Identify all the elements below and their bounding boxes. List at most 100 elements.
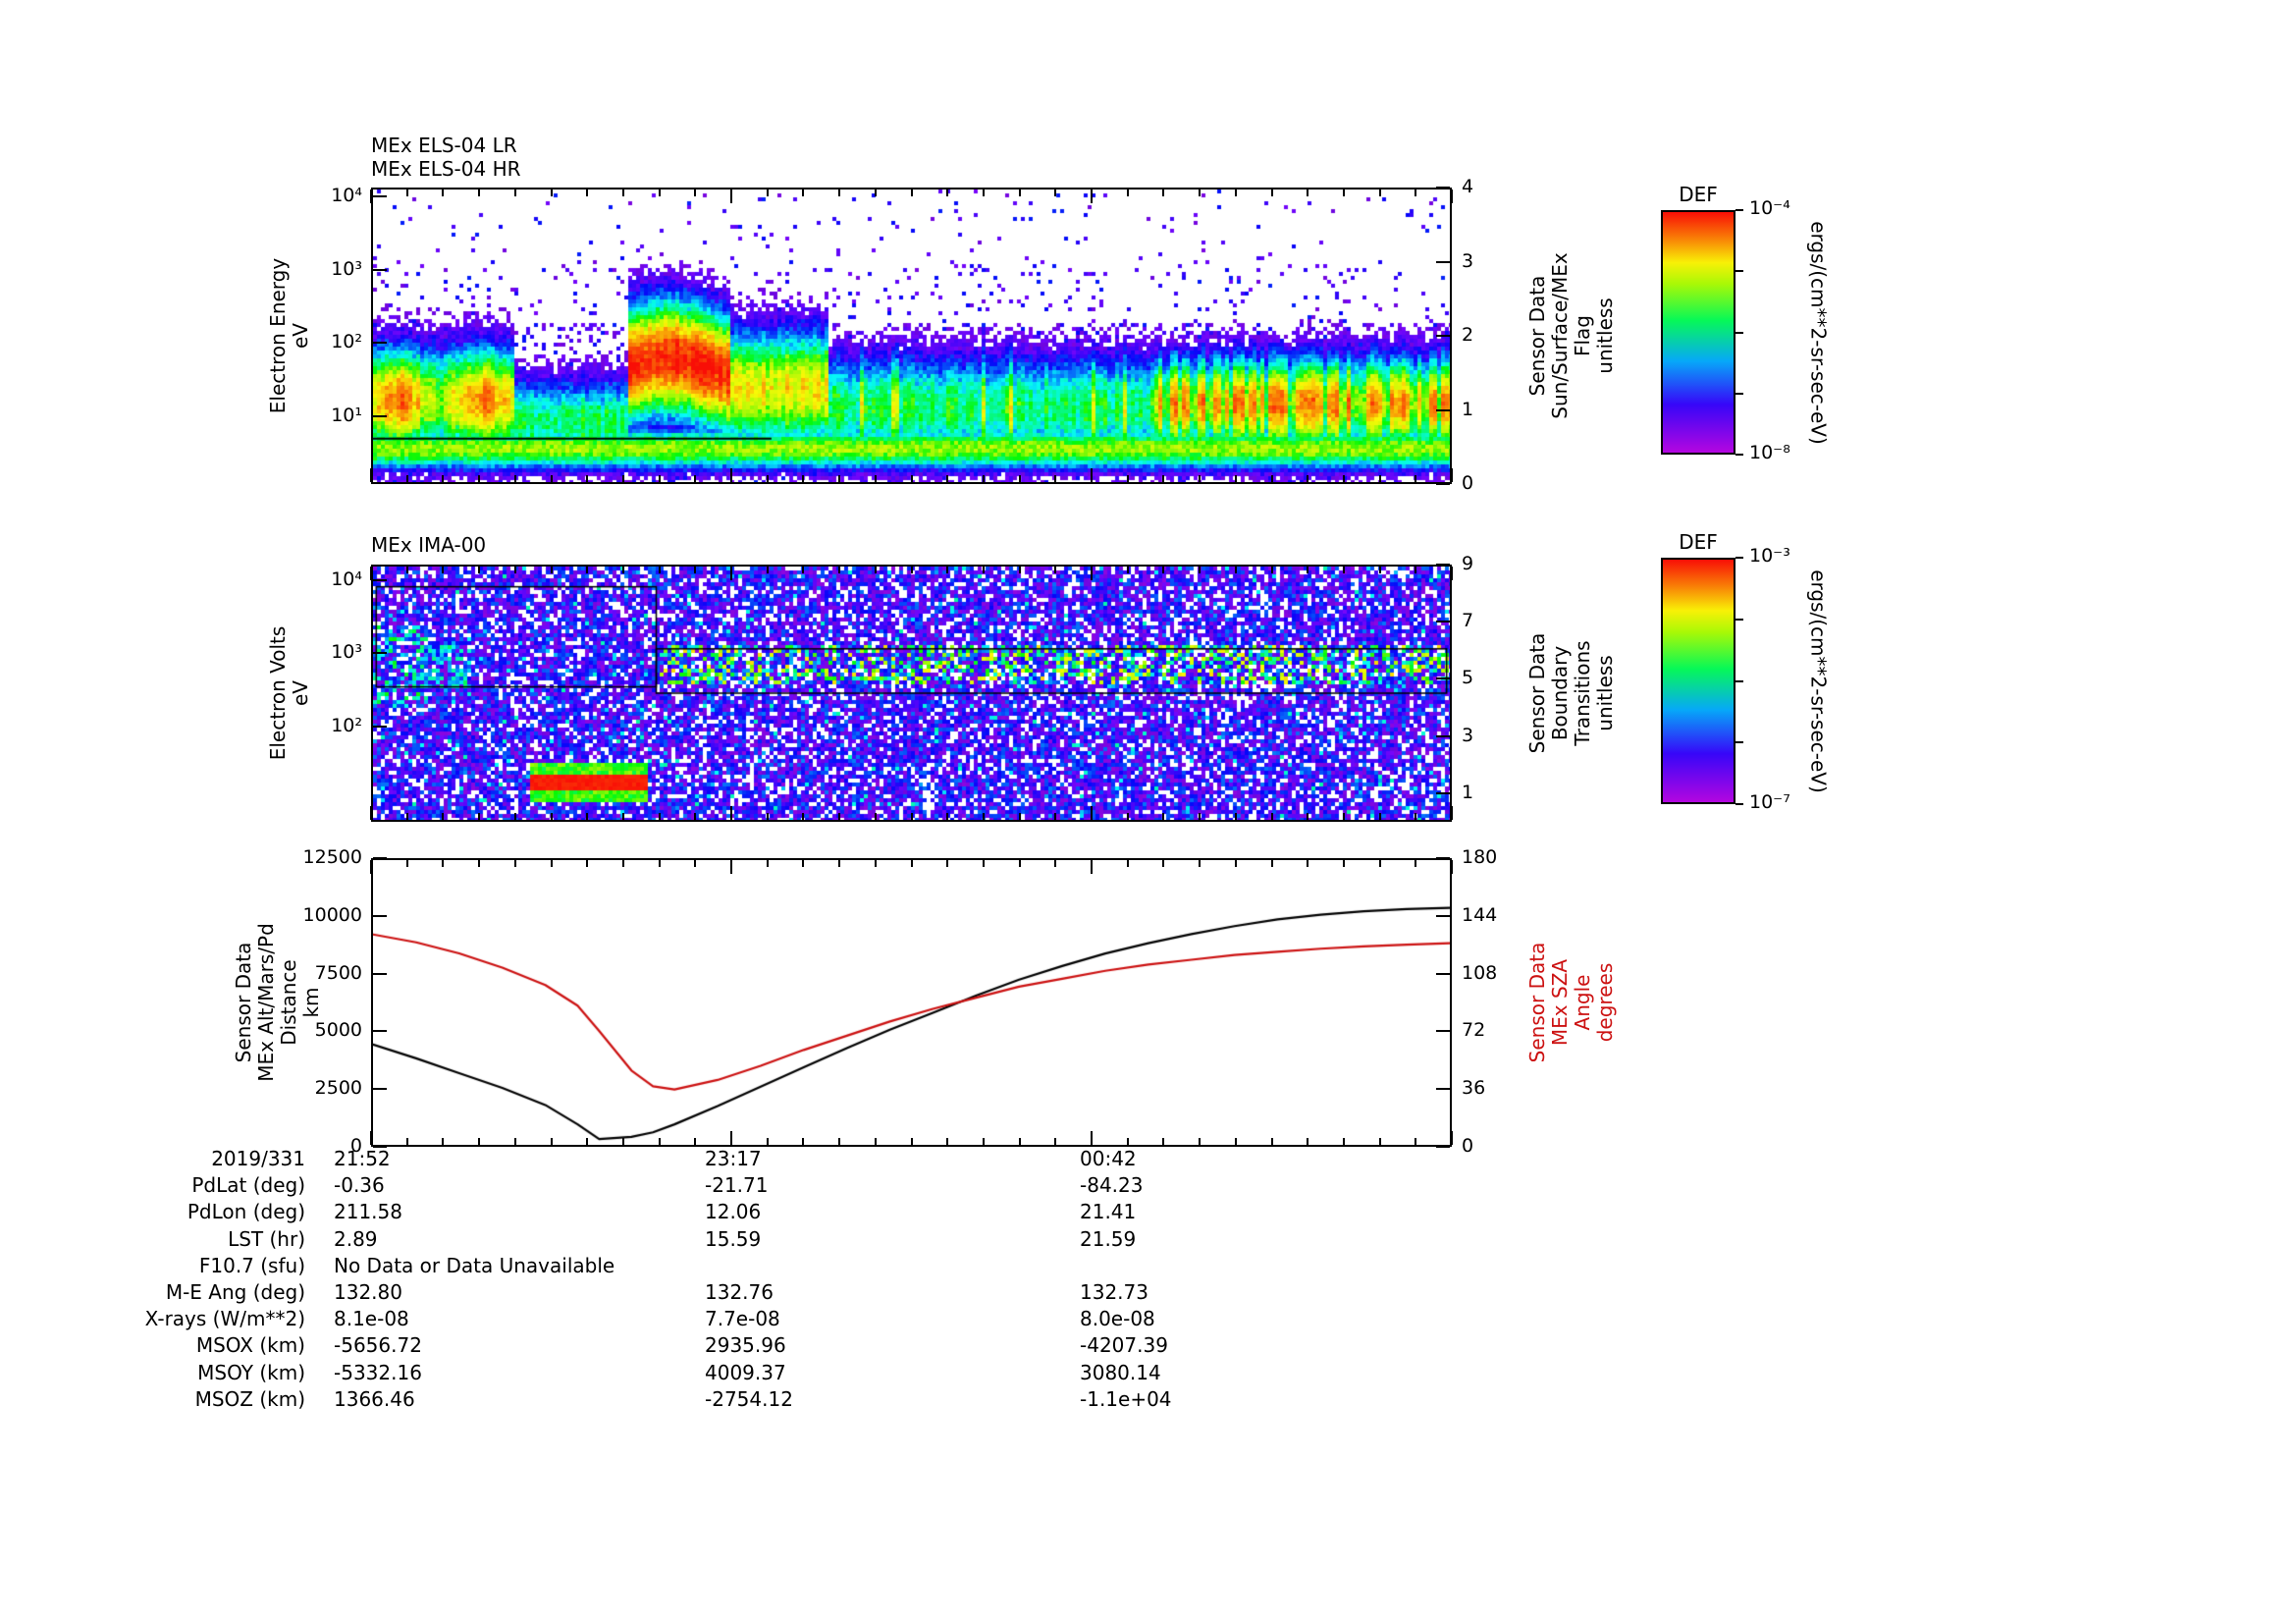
alt-xtick-top xyxy=(621,860,624,867)
els-energy-tick-label: 10⁴ xyxy=(331,185,362,207)
table-row-label: LST (hr) xyxy=(228,1226,305,1251)
alt-xtick-bottom xyxy=(1054,1138,1057,1145)
colorbar-tick xyxy=(1735,618,1743,621)
els-xtick-bottom xyxy=(1091,468,1093,482)
alt-xtick-bottom xyxy=(766,1138,769,1145)
table-cell: 1366.46 xyxy=(334,1386,415,1411)
table-cell: -5656.72 xyxy=(334,1333,422,1358)
ima-xtick-top xyxy=(838,567,841,573)
alt-xtick-top xyxy=(766,860,769,867)
table-row-label: X-rays (W/m**2) xyxy=(144,1307,305,1331)
table-row-label: MSOY (km) xyxy=(197,1360,305,1384)
table-row-label: M-E Ang (deg) xyxy=(165,1280,305,1304)
alt-xtick-bottom xyxy=(1018,1138,1021,1145)
els-right-axis-label: Sensor Data Sun/Surface/MEx Flag unitles… xyxy=(1525,252,1617,419)
els-energy-tick xyxy=(373,342,387,345)
alt-xtick-top xyxy=(478,860,481,867)
alt-distance-tick-label: 10000 xyxy=(302,903,362,926)
table-cell: 132.76 xyxy=(705,1280,774,1304)
els-xtick-top xyxy=(910,189,913,196)
colorbar-ima xyxy=(1661,558,1735,804)
colorbar-tick xyxy=(1735,392,1743,395)
els-xtick-bottom xyxy=(1378,475,1381,482)
els-xtick-top xyxy=(370,189,372,203)
table-cell: 8.1e-08 xyxy=(334,1307,409,1331)
table-cell: No Data or Data Unavailable xyxy=(334,1253,615,1277)
ima-boundary-tick xyxy=(1436,621,1450,623)
ima-xtick-top xyxy=(1162,567,1165,573)
alt-xtick-bottom xyxy=(838,1138,841,1145)
colorbar-ima-min-label: 10⁻⁷ xyxy=(1749,791,1790,813)
alt-xtick-bottom xyxy=(730,1131,732,1145)
table-cell: -21.71 xyxy=(705,1173,769,1198)
ima-xtick-bottom xyxy=(874,813,877,820)
ima-xtick-bottom xyxy=(658,813,661,820)
els-xtick-bottom xyxy=(1342,475,1345,482)
alt-xtick-top xyxy=(694,860,697,867)
alt-sza-tick-label: 180 xyxy=(1462,846,1498,868)
alt-xtick-top xyxy=(982,860,985,867)
els-xtick-bottom xyxy=(874,475,877,482)
ima-boundary-tick xyxy=(1436,677,1450,680)
table-cell: 21.59 xyxy=(1080,1226,1137,1251)
ima-xtick-top xyxy=(1270,567,1273,573)
ima-xtick-bottom xyxy=(1126,813,1129,820)
els-xtick-top xyxy=(1307,189,1309,196)
alt-xtick-bottom xyxy=(1270,1138,1273,1145)
ima-xtick-bottom xyxy=(766,813,769,820)
els-xtick-top xyxy=(874,189,877,196)
alt-xtick-bottom xyxy=(1234,1138,1237,1145)
table-cell: 12.06 xyxy=(705,1200,762,1224)
ima-boundary-tick-label: 5 xyxy=(1462,667,1474,689)
alt-xtick-top xyxy=(1091,860,1093,874)
ima-boundary-tick-label: 9 xyxy=(1462,553,1474,574)
els-spectrogram-panel xyxy=(371,188,1452,484)
els-xtick-bottom xyxy=(982,475,985,482)
alt-xtick-bottom xyxy=(1378,1138,1381,1145)
ima-xtick-bottom xyxy=(730,806,732,820)
ima-xtick-bottom xyxy=(1091,806,1093,820)
ima-xtick-bottom xyxy=(1451,806,1453,820)
ima-boundary-tick-label: 7 xyxy=(1462,610,1474,632)
alt-xtick-top xyxy=(1451,860,1453,874)
els-xtick-top xyxy=(405,189,408,196)
alt-xtick-bottom xyxy=(1342,1138,1345,1145)
alt-xtick-bottom xyxy=(405,1138,408,1145)
ima-energy-tick xyxy=(373,726,387,729)
table-cell: 23:17 xyxy=(705,1147,762,1170)
ima-xtick-top xyxy=(802,567,805,573)
ima-xtick-bottom xyxy=(513,813,516,820)
alt-xtick-top xyxy=(586,860,589,867)
alt-xtick-top xyxy=(513,860,516,867)
alt-xtick-top xyxy=(1054,860,1057,867)
els-left-axis-label: Electron Energy eV xyxy=(266,257,312,414)
ima-xtick-bottom xyxy=(802,813,805,820)
table-cell: -84.23 xyxy=(1080,1173,1144,1198)
ima-xtick-top xyxy=(586,567,589,573)
ima-xtick-top xyxy=(1126,567,1129,573)
ima-xtick-top xyxy=(513,567,516,573)
els-energy-tick-label: 10³ xyxy=(331,257,362,280)
alt-xtick-bottom xyxy=(1162,1138,1165,1145)
els-xtick-top xyxy=(513,189,516,196)
alt-xtick-top xyxy=(550,860,553,867)
ima-xtick-bottom xyxy=(838,813,841,820)
ima-xtick-top xyxy=(478,567,481,573)
ima-energy-tick xyxy=(373,578,387,581)
alt-xtick-top xyxy=(442,860,445,867)
ima-xtick-bottom xyxy=(621,813,624,820)
els-xtick-top xyxy=(1415,189,1417,196)
ima-xtick-top xyxy=(658,567,661,573)
alt-distance-tick-label: 0 xyxy=(349,1135,362,1157)
els-xtick-top xyxy=(1162,189,1165,196)
alt-xtick-top xyxy=(874,860,877,867)
table-cell: 2.89 xyxy=(334,1226,378,1251)
alt-distance-tick xyxy=(373,1088,387,1091)
alt-xtick-top xyxy=(838,860,841,867)
alt-xtick-bottom xyxy=(1199,1138,1201,1145)
alt-xtick-top xyxy=(405,860,408,867)
ima-xtick-top xyxy=(1234,567,1237,573)
els-title-hr: MEx ELS-04 HR xyxy=(371,157,521,181)
table-cell: -0.36 xyxy=(334,1173,385,1198)
ima-title: MEx IMA-00 xyxy=(371,533,487,557)
